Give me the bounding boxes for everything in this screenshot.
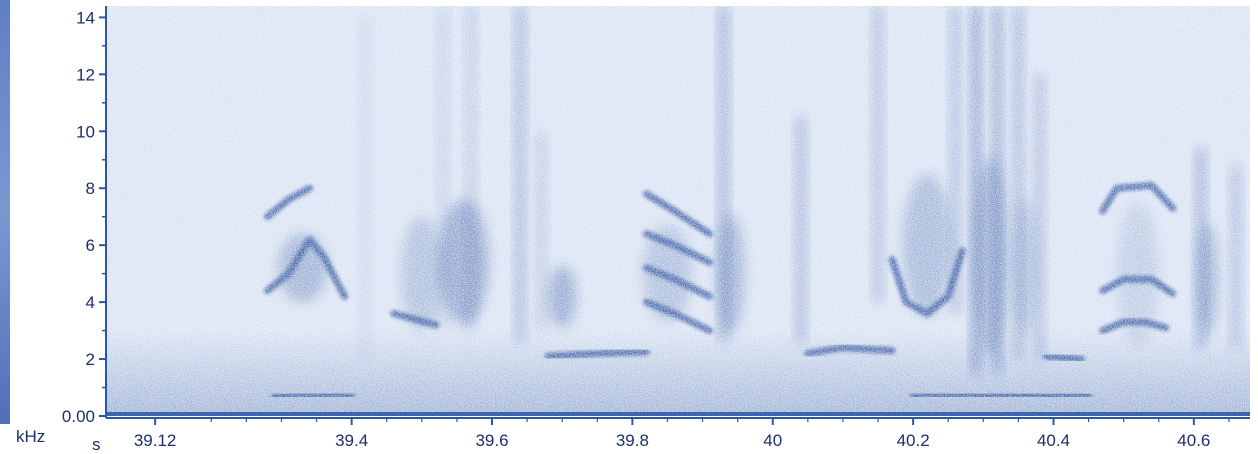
y-unit-label: kHz xyxy=(16,427,45,446)
x-tick-label: 39.12 xyxy=(134,431,177,450)
x-ticks: 39.12 39.4 39.6 39.8 40 40.2 40.4 40.6 xyxy=(134,418,1230,450)
y-tick-label: 6 xyxy=(86,236,95,255)
x-tick-label: 40.2 xyxy=(897,431,930,450)
y-tick-label: 14 xyxy=(76,8,95,27)
x-unit-label: s xyxy=(92,435,101,454)
x-tick-label: 39.4 xyxy=(335,431,368,450)
y-tick-label: 10 xyxy=(76,122,95,141)
y-tick-label: 0.00 xyxy=(62,407,95,426)
noise-overlay xyxy=(106,6,1250,416)
y-tick-label: 12 xyxy=(76,65,95,84)
left-edge-strip xyxy=(0,0,10,424)
y-tick-label: 2 xyxy=(86,350,95,369)
x-tick-label: 40.4 xyxy=(1037,431,1070,450)
x-tick-label: 39.6 xyxy=(475,431,508,450)
zero-line xyxy=(106,412,1250,416)
x-tick-label: 40 xyxy=(763,431,782,450)
x-tick-label: 39.8 xyxy=(616,431,649,450)
plot-area xyxy=(106,6,1250,416)
y-tick-label: 4 xyxy=(86,293,95,312)
y-tick-label: 8 xyxy=(86,179,95,198)
y-ticks: 0.00 2 4 6 8 10 12 14 xyxy=(62,8,106,426)
x-tick-label: 40.6 xyxy=(1177,431,1210,450)
